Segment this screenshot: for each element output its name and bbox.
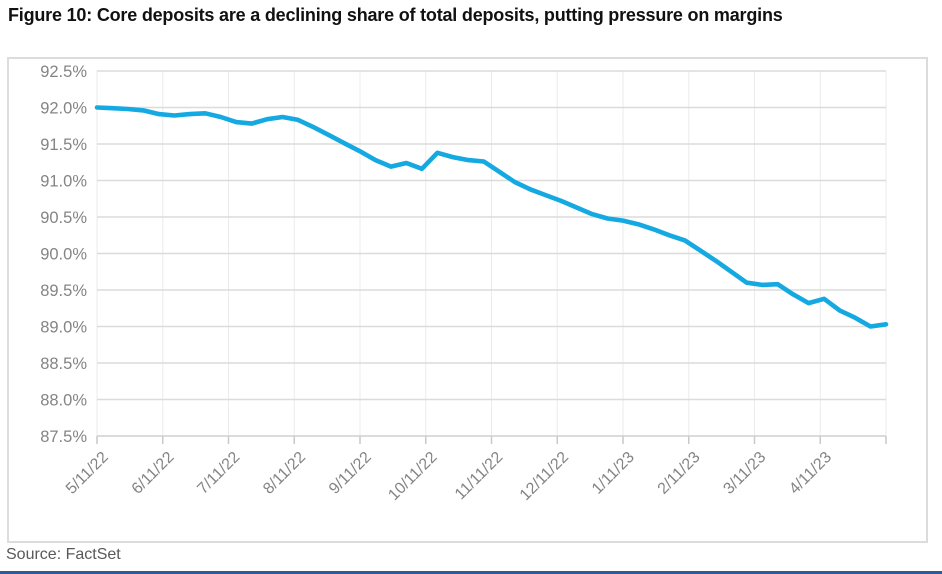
bottom-rule-divider xyxy=(0,571,942,574)
y-axis-label: 87.5% xyxy=(40,428,87,446)
x-axis-label: 11/11/22 xyxy=(452,449,506,503)
y-axis-label: 89.0% xyxy=(40,319,87,337)
core-deposits-line xyxy=(94,105,889,329)
x-axis-label: 4/11/23 xyxy=(786,449,835,498)
y-axis-label: 92.5% xyxy=(40,63,87,81)
source-text: Source: FactSet xyxy=(6,546,121,563)
x-axis-label: 5/11/22 xyxy=(63,449,112,498)
x-axis-label: 12/11/22 xyxy=(517,449,572,504)
y-axis-label: 90.5% xyxy=(40,209,87,227)
page-title: Figure 10: Core deposits are a declining… xyxy=(8,5,783,25)
x-axis-label: 2/11/23 xyxy=(655,449,704,498)
x-axis-label: 1/11/23 xyxy=(589,449,638,498)
x-axis-label: 7/11/22 xyxy=(194,449,243,498)
core-deposits-chart: 92.5% 92.0% 91.5% 91.0% 90.5% 90.0% 89.5% 89.0%… xyxy=(40,63,889,504)
x-axis-label: 10/11/22 xyxy=(385,449,440,504)
y-axis-label: 88.5% xyxy=(40,355,87,373)
x-axis-label: 6/11/22 xyxy=(129,449,178,498)
x-axis-label: 8/11/22 xyxy=(260,449,309,498)
x-axis-label: 3/11/23 xyxy=(720,449,769,498)
y-axis-label: 91.5% xyxy=(40,136,87,154)
chart-frame: 92.5% 92.0% 91.5% 91.0% 90.5% 90.0% 89.5% 89.0%… xyxy=(7,57,928,543)
y-axis-label: 91.0% xyxy=(40,173,87,191)
y-axis-label: 92.0% xyxy=(40,100,87,118)
y-axis-label: 89.5% xyxy=(40,282,87,300)
y-axis-label: 90.0% xyxy=(40,246,87,264)
y-axis-label: 88.0% xyxy=(40,392,87,410)
x-axis-label: 9/11/22 xyxy=(326,449,375,498)
